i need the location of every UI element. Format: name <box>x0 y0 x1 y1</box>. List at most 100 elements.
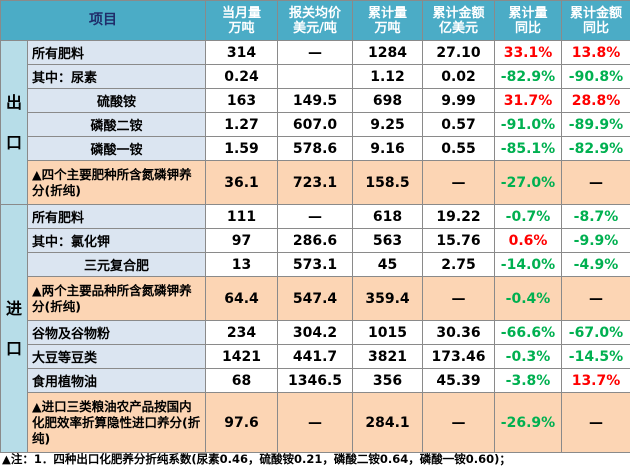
cell-cum: 359.4 <box>352 276 423 321</box>
cell-amount-yoy: 13.8% <box>561 40 630 65</box>
cell-cum: 9.25 <box>352 112 423 137</box>
row-name: 食用植物油 <box>27 368 206 393</box>
cell-month: 0.24 <box>205 64 278 89</box>
cell-month: 36.1 <box>205 160 278 205</box>
cell-amount: 19.22 <box>422 204 495 229</box>
cell-amount: 45.39 <box>422 368 495 393</box>
cell-cum-yoy: 33.1% <box>494 40 562 65</box>
row-name: ▲四个主要肥种所含氮磷钾养分(折纯) <box>27 160 206 205</box>
cell-amount-yoy: -89.9% <box>561 112 630 137</box>
row-name: 其中：尿素 <box>27 64 206 89</box>
cell-cum-yoy: -0.7% <box>494 204 562 229</box>
cell-month: 1.27 <box>205 112 278 137</box>
cell-cum-yoy: 31.7% <box>494 88 562 113</box>
section-label-import: 进口 <box>0 204 28 453</box>
cell-amount-yoy: 28.8% <box>561 88 630 113</box>
table-row: ▲进口三类粮油农产品按国内化肥效率折算隐性进口养分(折纯) 97.6—284.1—… <box>1 392 630 453</box>
cell-price: 607.0 <box>277 112 353 137</box>
cell-cum-yoy: -85.1% <box>494 136 562 161</box>
cell-amount-yoy: — <box>561 160 630 205</box>
cell-cum: 9.16 <box>352 136 423 161</box>
cell-month: 163 <box>205 88 278 113</box>
cell-amount: 173.46 <box>422 344 495 369</box>
cell-price: 441.7 <box>277 344 353 369</box>
row-name: 硫酸铵 <box>27 88 206 113</box>
cell-cum: 3821 <box>352 344 423 369</box>
cell-cum: 158.5 <box>352 160 423 205</box>
cell-price: — <box>277 40 353 65</box>
row-name: 其中：氯化钾 <box>27 228 206 253</box>
cell-cum: 45 <box>352 252 423 277</box>
cell-month: 64.4 <box>205 276 278 321</box>
table-row: 食用植物油 68 1346.5 356 45.39 -3.8% 13.7% <box>1 368 630 393</box>
row-name: 所有肥料 <box>27 204 206 229</box>
cell-cum: 563 <box>352 228 423 253</box>
cell-amount-yoy: -14.5% <box>561 344 630 369</box>
cell-cum-yoy: -66.6% <box>494 320 562 345</box>
table-row: 其中：尿素 0.24 1.12 0.02 -82.9% -90.8% <box>1 64 630 89</box>
cell-amount: 9.99 <box>422 88 495 113</box>
cell-cum-yoy: -82.9% <box>494 64 562 89</box>
cell-month: 1421 <box>205 344 278 369</box>
cell-amount: 2.75 <box>422 252 495 277</box>
table-row: 谷物及谷物粉 234 304.2 1015 30.36 -66.6% -67.0% <box>1 320 630 345</box>
cell-price <box>277 64 353 89</box>
cell-month: 234 <box>205 320 278 345</box>
table-row: 硫酸铵 163 149.5 698 9.99 31.7% 28.8% <box>1 88 630 113</box>
cell-cum: 1015 <box>352 320 423 345</box>
row-name: 所有肥料 <box>27 40 206 65</box>
cell-cum-yoy: -91.0% <box>494 112 562 137</box>
row-name: 大豆等豆类 <box>27 344 206 369</box>
cell-amount: 15.76 <box>422 228 495 253</box>
header-month: 当月量 万吨 <box>205 0 278 41</box>
cell-cum-yoy: -0.3% <box>494 344 562 369</box>
cell-price: 723.1 <box>277 160 353 205</box>
cell-cum-yoy: -0.4% <box>494 276 562 321</box>
cell-cum: 1284 <box>352 40 423 65</box>
cell-amount-yoy: -82.9% <box>561 136 630 161</box>
table-row: 三元复合肥 13 573.1 45 2.75 -14.0% -4.9% <box>1 252 630 277</box>
cell-month: 97.6 <box>205 392 278 453</box>
table-row: 出口所有肥料 314—1284 27.10 33.1% 13.8% <box>0 40 630 205</box>
cell-price: 573.1 <box>277 252 353 277</box>
footnote: ▲注：1．四种出口化肥养分折纯系数(尿素0.46，硫酸铵0.21，磷酸二铵0.6… <box>2 452 511 466</box>
cell-price: 286.6 <box>277 228 353 253</box>
cell-cum: 698 <box>352 88 423 113</box>
table-row: 大豆等豆类 1421 441.7 3821 173.46 -0.3% -14.5% <box>1 344 630 369</box>
fertilizer-trade-table: 项目 当月量 万吨 报关均价 美元/吨 累计量 万吨 累计金额 亿美元 累计量 同比 累计… <box>0 0 630 453</box>
cell-price: 149.5 <box>277 88 353 113</box>
table-row: 磷酸二铵 1.27 607.0 9.25 0.57 -91.0% -89.9% <box>1 112 630 137</box>
cell-month: 314 <box>205 40 278 65</box>
cell-amount-yoy: -90.8% <box>561 64 630 89</box>
cell-amount: 0.57 <box>422 112 495 137</box>
header-row: 项目 当月量 万吨 报关均价 美元/吨 累计量 万吨 累计金额 亿美元 累计量 同比 累计… <box>0 0 630 41</box>
row-name: ▲进口三类粮油农产品按国内化肥效率折算隐性进口养分(折纯) <box>27 392 206 453</box>
cell-cum-yoy: -3.8% <box>494 368 562 393</box>
table-row: 磷酸一铵 1.59 578.6 9.16 0.55 -85.1% -82.9% <box>1 136 630 161</box>
row-name: 谷物及谷物粉 <box>27 320 206 345</box>
cell-month: 97 <box>205 228 278 253</box>
cell-amount: 27.10 <box>422 40 495 65</box>
cell-month: 13 <box>205 252 278 277</box>
cell-amount-yoy: -67.0% <box>561 320 630 345</box>
cell-price: — <box>277 392 353 453</box>
header-amount-yoy: 累计金额 同比 <box>561 0 630 41</box>
cell-price: 547.4 <box>277 276 353 321</box>
cell-price: 578.6 <box>277 136 353 161</box>
header-item: 项目 <box>0 0 206 41</box>
cell-cum: 356 <box>352 368 423 393</box>
cell-cum-yoy: -14.0% <box>494 252 562 277</box>
cell-cum-yoy: 0.6% <box>494 228 562 253</box>
header-cum: 累计量 万吨 <box>352 0 423 41</box>
cell-cum-yoy: -27.0% <box>494 160 562 205</box>
cell-amount: — <box>422 392 495 453</box>
cell-amount-yoy: -9.9% <box>561 228 630 253</box>
cell-cum: 1.12 <box>352 64 423 89</box>
cell-cum-yoy: -26.9% <box>494 392 562 453</box>
cell-price: — <box>277 204 353 229</box>
cell-month: 111 <box>205 204 278 229</box>
table-row: 其中：氯化钾 97 286.6 563 15.76 0.6% -9.9% <box>1 228 630 253</box>
header-cum-yoy: 累计量 同比 <box>494 0 562 41</box>
section-label-export: 出口 <box>0 40 28 205</box>
cell-amount-yoy: -4.9% <box>561 252 630 277</box>
